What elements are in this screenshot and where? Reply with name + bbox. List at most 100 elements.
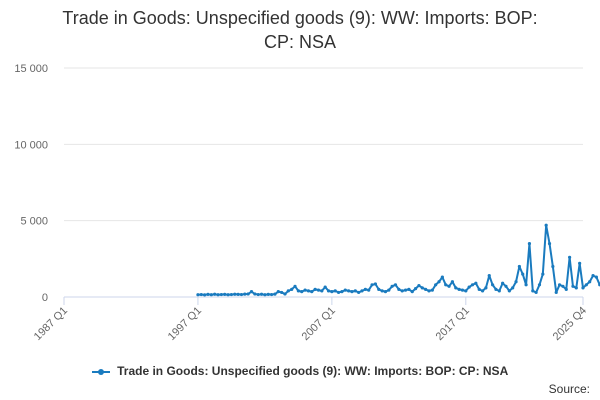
data-point — [568, 255, 572, 259]
data-point — [387, 288, 391, 292]
data-point — [390, 284, 394, 288]
data-point — [578, 261, 582, 266]
data-point — [484, 286, 488, 290]
y-tick-label: 15 000 — [14, 63, 48, 75]
data-point — [490, 283, 495, 287]
data-point — [474, 281, 478, 285]
data-point — [253, 292, 257, 296]
data-point — [223, 292, 227, 296]
data-point — [467, 285, 471, 289]
data-point — [541, 272, 545, 276]
data-point — [588, 280, 592, 284]
data-point — [296, 289, 300, 293]
x-tick-label: 1987 Q1 — [32, 305, 70, 343]
data-point — [336, 290, 341, 295]
data-point — [410, 290, 414, 294]
data-point — [427, 289, 431, 293]
data-point — [367, 288, 371, 292]
data-point — [514, 280, 518, 284]
data-point — [557, 283, 562, 287]
data-point — [320, 289, 324, 293]
data-point — [507, 289, 511, 293]
data-point — [527, 241, 532, 246]
data-point — [310, 290, 314, 294]
data-point — [504, 284, 508, 288]
data-point — [574, 286, 578, 290]
data-point — [199, 292, 203, 297]
data-point — [544, 223, 548, 227]
data-point — [393, 283, 398, 287]
data-point — [454, 286, 458, 290]
data-point — [501, 281, 505, 285]
data-point — [266, 292, 270, 296]
data-point — [246, 292, 250, 296]
data-point — [460, 288, 465, 292]
data-point — [313, 287, 317, 291]
legend-series-marker — [91, 367, 110, 377]
data-point — [326, 289, 331, 293]
data-point — [243, 292, 247, 296]
data-point — [293, 284, 297, 288]
data-point — [373, 282, 377, 286]
data-point — [383, 290, 388, 294]
data-point — [300, 290, 304, 294]
data-point — [239, 292, 244, 297]
data-point — [517, 264, 521, 269]
data-point — [440, 275, 444, 279]
data-point — [276, 290, 280, 294]
data-point — [450, 280, 455, 284]
data-point — [584, 283, 588, 287]
data-point — [564, 287, 568, 291]
data-point — [420, 286, 424, 290]
data-point — [363, 287, 367, 291]
data-point — [273, 292, 277, 296]
data-point — [213, 292, 217, 296]
data-point — [551, 264, 555, 269]
data-point — [229, 292, 234, 297]
data-point — [286, 289, 290, 293]
data-point — [226, 293, 230, 297]
data-point — [357, 290, 361, 295]
data-point — [534, 290, 538, 295]
data-point — [413, 287, 418, 291]
data-point — [233, 292, 237, 296]
x-tick-label: 1997 Q1 — [166, 305, 204, 343]
x-tick-label: 2025 Q4 — [551, 305, 589, 343]
data-point — [270, 292, 274, 297]
data-point — [216, 293, 220, 297]
data-point — [196, 293, 200, 297]
data-point — [236, 292, 240, 296]
data-point — [209, 293, 213, 297]
chart-legend[interactable]: Trade in Goods: Unspecified goods (9): W… — [0, 364, 600, 378]
y-tick-label: 5 000 — [20, 216, 48, 228]
data-point — [400, 289, 404, 293]
data-point — [203, 293, 207, 297]
data-point — [457, 287, 461, 291]
data-point — [407, 287, 411, 291]
data-point — [360, 289, 364, 293]
data-point — [206, 292, 210, 296]
data-point — [581, 286, 585, 290]
data-point — [306, 289, 311, 293]
data-point — [437, 280, 441, 284]
data-point — [480, 289, 485, 293]
data-point — [290, 287, 294, 291]
data-point — [434, 283, 438, 287]
data-point — [333, 289, 337, 293]
data-point — [531, 289, 535, 293]
data-point — [380, 289, 384, 293]
data-point — [497, 289, 501, 293]
data-point — [353, 289, 357, 293]
data-point — [249, 290, 254, 294]
data-point — [417, 283, 421, 288]
data-point — [330, 290, 334, 294]
y-tick-label: 0 — [42, 292, 48, 304]
data-point — [316, 288, 321, 292]
data-point — [347, 289, 351, 293]
data-point — [430, 288, 434, 292]
source-label[interactable]: Source: — [548, 382, 590, 396]
y-tick-label: 10 000 — [14, 139, 48, 151]
data-point — [537, 283, 542, 287]
x-tick-label: 2017 Q1 — [434, 305, 472, 343]
